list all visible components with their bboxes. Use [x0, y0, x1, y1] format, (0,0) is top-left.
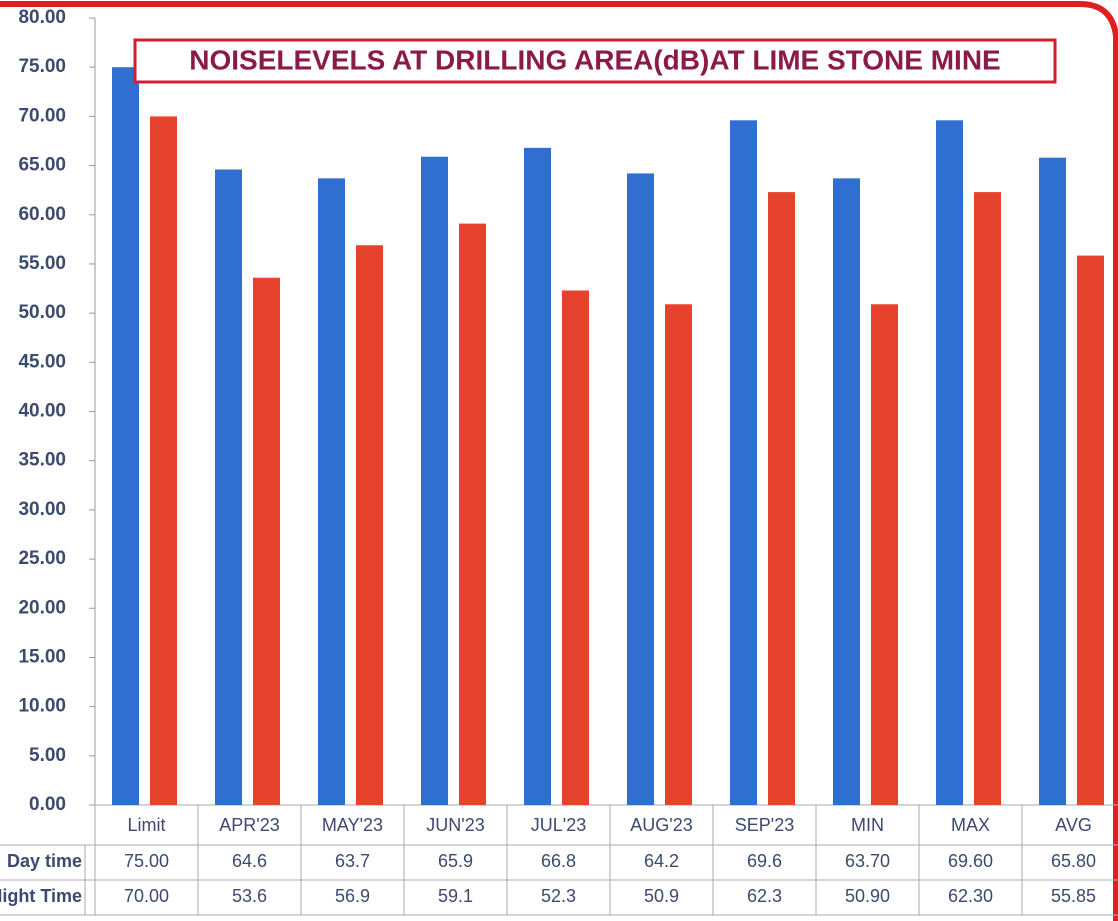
bar — [936, 120, 963, 805]
table-value: 65.9 — [438, 851, 473, 871]
table-value: 69.6 — [747, 851, 782, 871]
table-value: 56.9 — [335, 886, 370, 906]
bar — [833, 178, 860, 805]
bar — [768, 192, 795, 805]
bar — [562, 290, 589, 805]
x-tick-label: Limit — [127, 815, 165, 835]
table-value: 62.3 — [747, 886, 782, 906]
y-tick-label: 70.00 — [18, 105, 66, 126]
y-tick-label: 55.00 — [18, 253, 66, 274]
bar — [253, 277, 280, 806]
x-tick-label: MAX — [951, 815, 990, 835]
table-value: 50.9 — [644, 886, 679, 906]
y-tick-label: 80.00 — [18, 7, 66, 28]
table-value: 70.00 — [124, 886, 169, 906]
series-label: Day time — [7, 851, 82, 871]
table-value: 53.6 — [232, 886, 267, 906]
table-value: 63.70 — [845, 851, 890, 871]
bar — [459, 223, 486, 805]
table-value: 55.85 — [1051, 886, 1096, 906]
y-tick-label: 15.00 — [18, 646, 66, 667]
bar — [627, 173, 654, 805]
x-tick-label: JUL'23 — [531, 815, 586, 835]
y-tick-label: 0.00 — [29, 794, 66, 815]
table-value: 62.30 — [948, 886, 993, 906]
table-value: 69.60 — [948, 851, 993, 871]
table-value: 64.6 — [232, 851, 267, 871]
bar — [421, 156, 448, 806]
y-tick-label: 60.00 — [18, 204, 66, 225]
y-tick-label: 25.00 — [18, 548, 66, 569]
y-tick-label: 20.00 — [18, 597, 66, 618]
bar — [665, 304, 692, 805]
y-tick-label: 40.00 — [18, 401, 66, 422]
x-tick-label: MIN — [851, 815, 884, 835]
bar — [871, 304, 898, 805]
y-tick-label: 50.00 — [18, 302, 66, 323]
table-value: 52.3 — [541, 886, 576, 906]
chart-title: NOISELEVELS AT DRILLING AREA(dB)AT LIME … — [189, 44, 1000, 75]
y-tick-label: 45.00 — [18, 351, 66, 372]
y-tick-label: 75.00 — [18, 56, 66, 77]
bar — [318, 178, 345, 805]
table-value: 65.80 — [1051, 851, 1096, 871]
y-tick-label: 5.00 — [29, 745, 66, 766]
series-label: Night Time — [0, 886, 82, 906]
bar — [215, 169, 242, 805]
bar — [356, 245, 383, 806]
bar — [1039, 157, 1066, 805]
x-tick-label: APR'23 — [219, 815, 279, 835]
bar — [524, 147, 551, 806]
x-tick-label: JUN'23 — [426, 815, 484, 835]
x-tick-label: AVG — [1055, 815, 1092, 835]
table-value: 63.7 — [335, 851, 370, 871]
bar — [974, 192, 1001, 805]
y-tick-label: 10.00 — [18, 696, 66, 717]
table-value: 64.2 — [644, 851, 679, 871]
x-tick-label: SEP'23 — [735, 815, 794, 835]
x-tick-label: AUG'23 — [630, 815, 692, 835]
bar — [1077, 255, 1104, 805]
table-value: 66.8 — [541, 851, 576, 871]
table-value: 59.1 — [438, 886, 473, 906]
table-value: 75.00 — [124, 851, 169, 871]
bar — [150, 116, 177, 805]
table-value: 50.90 — [845, 886, 890, 906]
title-box — [133, 38, 1057, 84]
y-tick-label: 35.00 — [18, 450, 66, 471]
x-tick-label: MAY'23 — [322, 815, 383, 835]
y-tick-label: 65.00 — [18, 155, 66, 176]
y-tick-label: 30.00 — [18, 499, 66, 520]
bar — [112, 67, 139, 805]
bar — [730, 120, 757, 805]
